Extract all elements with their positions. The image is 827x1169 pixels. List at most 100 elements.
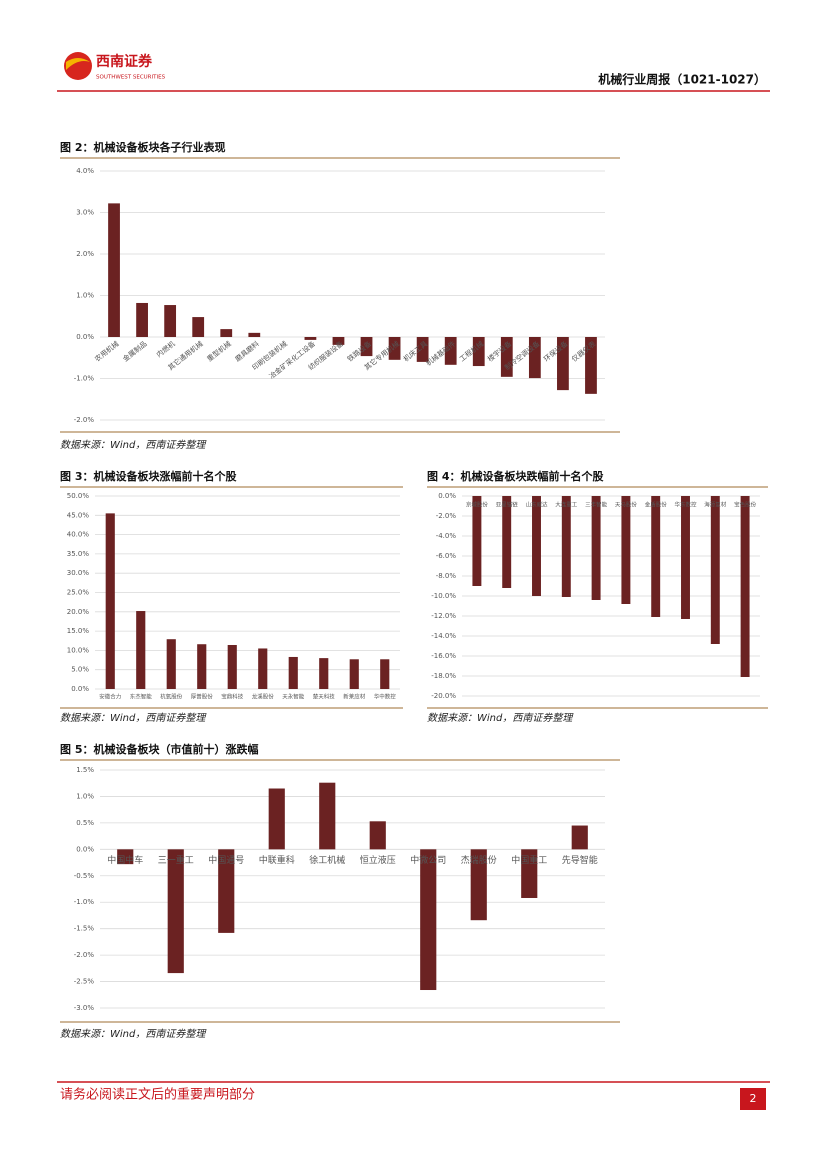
y-tick-label: 2.0% <box>76 250 94 258</box>
y-tick-label: -20.0% <box>431 692 456 700</box>
bar <box>528 337 541 379</box>
bar <box>380 659 390 689</box>
bar <box>319 782 336 850</box>
bar <box>472 337 485 367</box>
bar <box>585 337 597 394</box>
bar <box>227 644 237 689</box>
y-tick-label: -12.0% <box>431 612 456 620</box>
y-tick-label: -6.0% <box>436 552 457 560</box>
bar <box>108 203 120 337</box>
y-tick-label: 20.0% <box>67 608 90 616</box>
x-tick-label: 宝色股份 <box>734 501 757 509</box>
x-tick-label: 杰瑞股份 <box>461 854 497 866</box>
bar <box>416 337 429 362</box>
report-title: 机械行业周报（1021-1027） <box>598 72 766 87</box>
y-tick-label: -16.0% <box>431 652 456 660</box>
figure-title: 图 4：机械设备板块跌幅前十名个股 <box>427 469 604 483</box>
bar <box>420 849 437 991</box>
y-tick-label: 45.0% <box>67 511 90 519</box>
y-tick-label: 4.0% <box>76 167 94 175</box>
figure-title: 图 5：机械设备板块（市值前十）涨跌幅 <box>60 742 258 756</box>
y-tick-label: -1.0% <box>74 375 95 383</box>
x-tick-label: 金属制品 <box>121 339 149 363</box>
logo-swoosh <box>66 58 90 70</box>
y-tick-label: -3.0% <box>74 1004 95 1012</box>
bar <box>561 496 571 597</box>
y-tick-label: 10.0% <box>67 646 90 654</box>
x-tick-label: 中联重科 <box>259 854 295 866</box>
bar <box>220 329 233 337</box>
y-tick-label: 25.0% <box>67 589 90 597</box>
x-tick-label: 大连重工 <box>555 501 578 509</box>
bar <box>470 849 487 921</box>
bar <box>192 317 205 337</box>
bar <box>651 496 661 617</box>
bar <box>136 302 148 337</box>
logo-en: SOUTHWEST SECURITIES <box>96 75 166 81</box>
x-tick-label: 京城股份 <box>466 501 489 509</box>
y-tick-label: -0.5% <box>74 872 95 880</box>
y-tick-label: -10.0% <box>431 592 456 600</box>
bar <box>472 496 482 586</box>
y-tick-label: 0.0% <box>71 685 89 693</box>
y-tick-label: 0.0% <box>438 492 456 500</box>
bar <box>136 611 146 689</box>
x-tick-label: 先导智能 <box>562 854 598 866</box>
y-tick-label: -4.0% <box>436 532 457 540</box>
x-tick-label: 中国重工 <box>511 854 547 866</box>
bar <box>288 656 298 689</box>
x-tick-label: 天马股份 <box>615 501 638 509</box>
y-tick-label: -1.0% <box>74 898 95 906</box>
bar <box>591 496 601 600</box>
y-tick-label: -14.0% <box>431 632 456 640</box>
x-tick-label: 新莱应材 <box>343 693 366 701</box>
y-tick-label: -18.0% <box>431 672 456 680</box>
x-tick-label: 磨具磨料 <box>233 339 261 363</box>
x-tick-label: 楚天科技 <box>313 693 336 701</box>
y-tick-label: -2.0% <box>436 512 457 520</box>
disclaimer: 请务必阅读正文后的重要声明部分 <box>60 1087 255 1103</box>
figure-title: 图 3：机械设备板块涨幅前十名个股 <box>60 469 237 483</box>
y-tick-label: 35.0% <box>67 550 90 558</box>
x-tick-label: 冶金矿采化工设备 <box>267 339 317 381</box>
x-tick-label: 山东威达 <box>525 501 548 509</box>
x-tick-label: 中微公司 <box>410 854 446 866</box>
x-tick-label: 东杰智能 <box>130 693 153 701</box>
bar <box>740 496 750 677</box>
bar <box>164 305 177 337</box>
y-tick-label: 3.0% <box>76 209 94 217</box>
y-tick-label: 0.5% <box>76 819 94 827</box>
y-tick-label: 50.0% <box>67 492 90 500</box>
bar <box>621 496 631 604</box>
bar <box>349 659 359 689</box>
bar <box>369 821 386 850</box>
logo-cn: 西南证券 <box>96 53 153 70</box>
x-tick-label: 厚普股份 <box>191 693 214 701</box>
x-tick-label: 三丰智能 <box>585 501 608 509</box>
x-tick-label: 中国通号 <box>208 854 244 866</box>
y-tick-label: 0.0% <box>76 333 94 341</box>
bar <box>197 644 207 689</box>
y-tick-label: 1.0% <box>76 292 94 300</box>
bar <box>332 337 345 345</box>
bar <box>304 337 317 340</box>
bar <box>500 337 513 377</box>
bar <box>571 825 588 850</box>
bar <box>444 337 457 365</box>
logo-mark <box>64 52 92 80</box>
bar <box>167 849 184 974</box>
y-tick-label: -2.5% <box>74 978 95 986</box>
x-tick-label: 农用机械 <box>93 339 121 363</box>
bar <box>117 849 134 865</box>
x-tick-label: 三一重工 <box>158 854 194 866</box>
bar <box>268 788 285 850</box>
bar <box>521 849 538 898</box>
y-tick-label: -8.0% <box>436 572 457 580</box>
bar <box>258 648 268 689</box>
x-tick-label: 华中数控 <box>374 693 397 701</box>
bar <box>360 337 373 357</box>
y-tick-label: 1.0% <box>76 792 94 800</box>
x-tick-label: 重型机械 <box>205 339 233 363</box>
x-tick-label: 中国中车 <box>107 854 143 866</box>
